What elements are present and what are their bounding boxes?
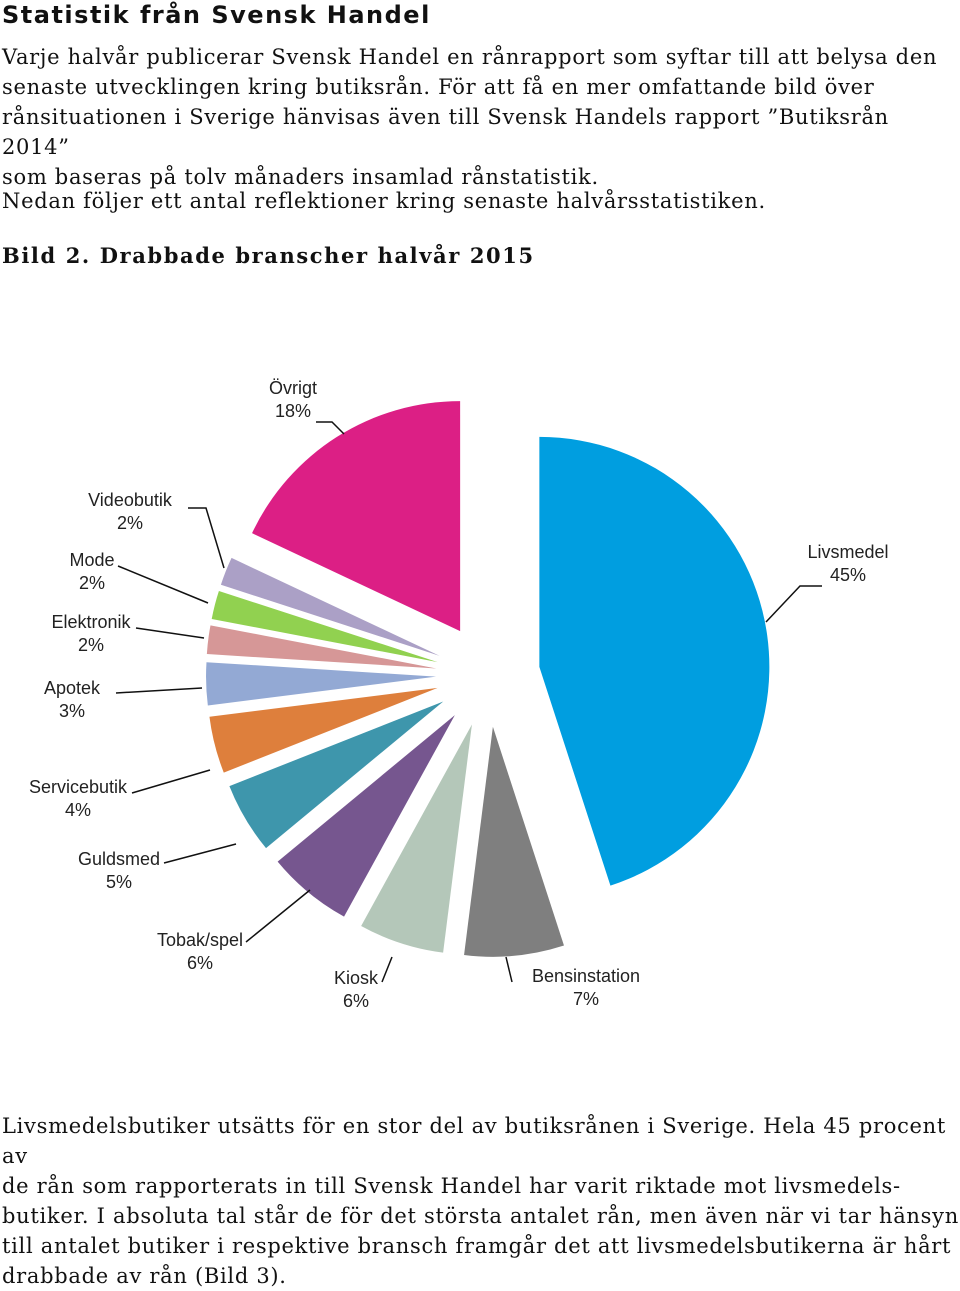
pie-slice-guldsmed bbox=[229, 701, 444, 849]
slice-value-label: 45% bbox=[830, 565, 866, 585]
pie-chart: Livsmedel 45% Bensinstation 7% Kiosk 6% Tobak/… bbox=[29, 378, 889, 1011]
slice-value-label: 7% bbox=[573, 989, 599, 1009]
leader-line bbox=[163, 843, 237, 864]
leader-line bbox=[135, 627, 205, 639]
slice-label: Apotek bbox=[44, 678, 101, 698]
slice-label: Bensinstation bbox=[532, 966, 640, 986]
page-title: Statistik från Svensk Handel bbox=[2, 1, 431, 29]
leader-line bbox=[316, 421, 345, 435]
slice-label: Övrigt bbox=[269, 378, 317, 398]
pie-slice-mode bbox=[211, 590, 438, 663]
slice-label: Livsmedel bbox=[807, 542, 888, 562]
leader-line bbox=[188, 507, 225, 569]
slice-label: Kiosk bbox=[334, 968, 379, 988]
slice-value-label: 2% bbox=[117, 513, 143, 533]
pie-slice-kiosk bbox=[361, 724, 472, 953]
leader-line bbox=[115, 687, 203, 694]
slice-value-label: 2% bbox=[78, 635, 104, 655]
pie-slice-övrigt bbox=[252, 401, 461, 632]
pie-slice-apotek bbox=[206, 662, 437, 706]
pie-slice-servicebutik bbox=[209, 687, 438, 773]
slice-label: Servicebutik bbox=[29, 777, 128, 797]
slice-label: Elektronik bbox=[51, 612, 131, 632]
slice-value-label: 4% bbox=[65, 800, 91, 820]
intro-paragraph: Varje halvår publicerar Svensk Handel en… bbox=[2, 45, 938, 189]
slice-value-label: 5% bbox=[106, 872, 132, 892]
conclusion-paragraph: Livsmedelsbutiker utsätts för en stor de… bbox=[2, 1114, 959, 1288]
pie-slice-videobutik bbox=[220, 557, 440, 656]
leader-line bbox=[765, 585, 822, 623]
slice-value-label: 6% bbox=[343, 991, 369, 1011]
pie-slice-bensinstation bbox=[464, 726, 564, 957]
figure-caption: Bild 2. Drabbade branscher halvår 2015 bbox=[2, 243, 535, 268]
leader-line bbox=[117, 565, 209, 604]
pie-slice-elektronik bbox=[206, 625, 437, 669]
reflection-paragraph: Nedan följer ett antal reflektioner krin… bbox=[2, 189, 766, 213]
leader-line bbox=[381, 956, 393, 983]
slice-label: Mode bbox=[69, 550, 114, 570]
leader-line bbox=[245, 889, 311, 943]
slice-value-label: 18% bbox=[275, 401, 311, 421]
slice-label: Guldsmed bbox=[78, 849, 160, 869]
leader-line bbox=[505, 956, 513, 983]
pie-slice-tobak-spel bbox=[277, 715, 455, 917]
pie-slice-livsmedel bbox=[539, 436, 770, 886]
slice-value-label: 3% bbox=[59, 701, 85, 721]
leader-line bbox=[131, 769, 211, 794]
slice-label: Tobak/spel bbox=[157, 930, 243, 950]
slice-label: Videobutik bbox=[88, 490, 173, 510]
slice-value-label: 2% bbox=[79, 573, 105, 593]
slice-value-label: 6% bbox=[187, 953, 213, 973]
